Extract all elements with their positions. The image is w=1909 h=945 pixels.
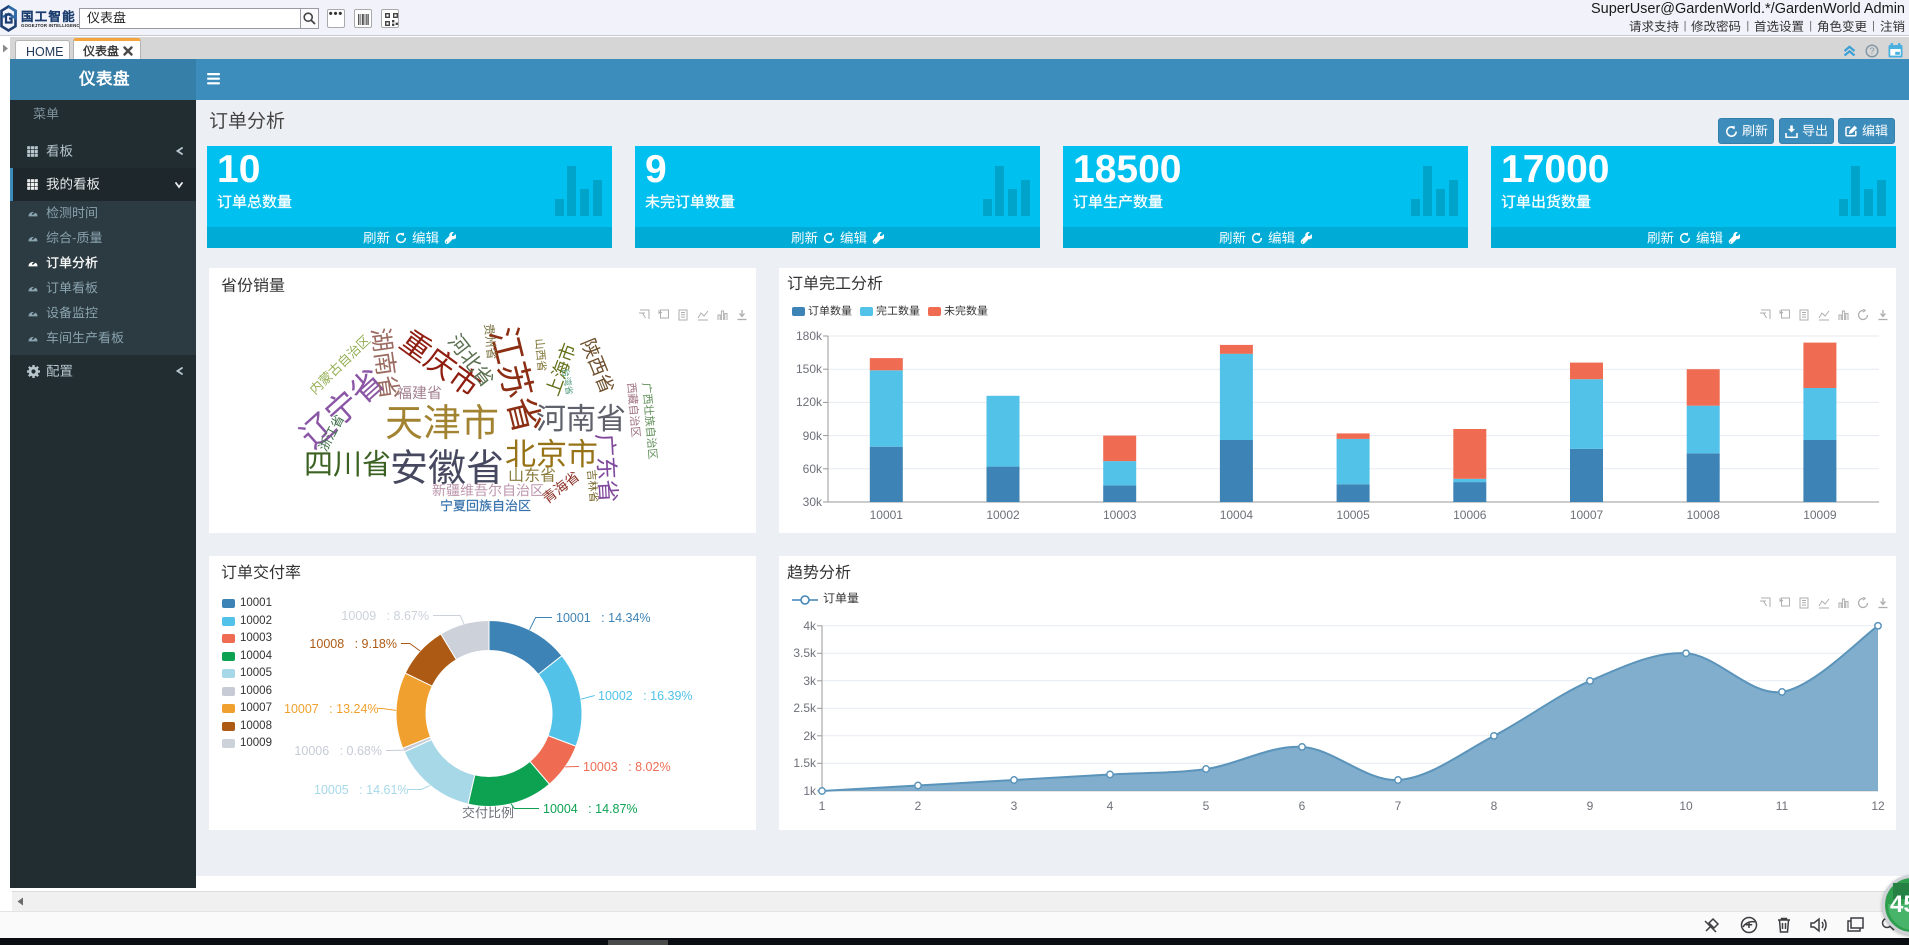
svg-text:?: ? [1869, 46, 1874, 56]
